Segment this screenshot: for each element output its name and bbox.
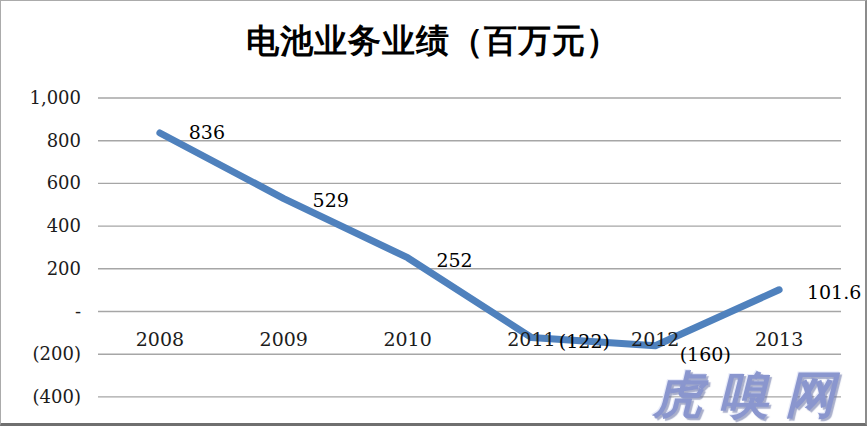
series-line: [160, 133, 779, 346]
data-point-label: 529: [313, 189, 349, 211]
x-category-label: 2012: [631, 328, 679, 350]
data-point-label: 836: [189, 121, 225, 143]
y-tick-label: (200): [1, 343, 81, 364]
y-tick-label: 1,000: [1, 87, 81, 108]
data-point-label: 101.6: [807, 281, 861, 303]
x-category-label: 2010: [383, 328, 431, 350]
y-tick-label: 600: [1, 172, 81, 193]
y-tick-label: (400): [1, 386, 81, 407]
y-tick-label: -: [1, 301, 81, 322]
x-category-label: 2011: [507, 328, 555, 350]
y-tick-label: 200: [1, 258, 81, 279]
watermark: 虎嗅网: [653, 367, 851, 423]
y-tick-label: 400: [1, 215, 81, 236]
x-category-label: 2009: [260, 328, 308, 350]
data-point-label: (160): [680, 343, 731, 365]
chart-container: 电池业务业绩（百万元） 1,000800600400200-(200)(400)…: [0, 0, 867, 426]
x-category-label: 2008: [136, 328, 184, 350]
data-point-label: (122): [559, 330, 610, 352]
y-tick-label: 800: [1, 130, 81, 151]
x-category-label: 2013: [755, 328, 803, 350]
plot-area: [1, 1, 867, 426]
data-point-label: 252: [436, 249, 472, 271]
